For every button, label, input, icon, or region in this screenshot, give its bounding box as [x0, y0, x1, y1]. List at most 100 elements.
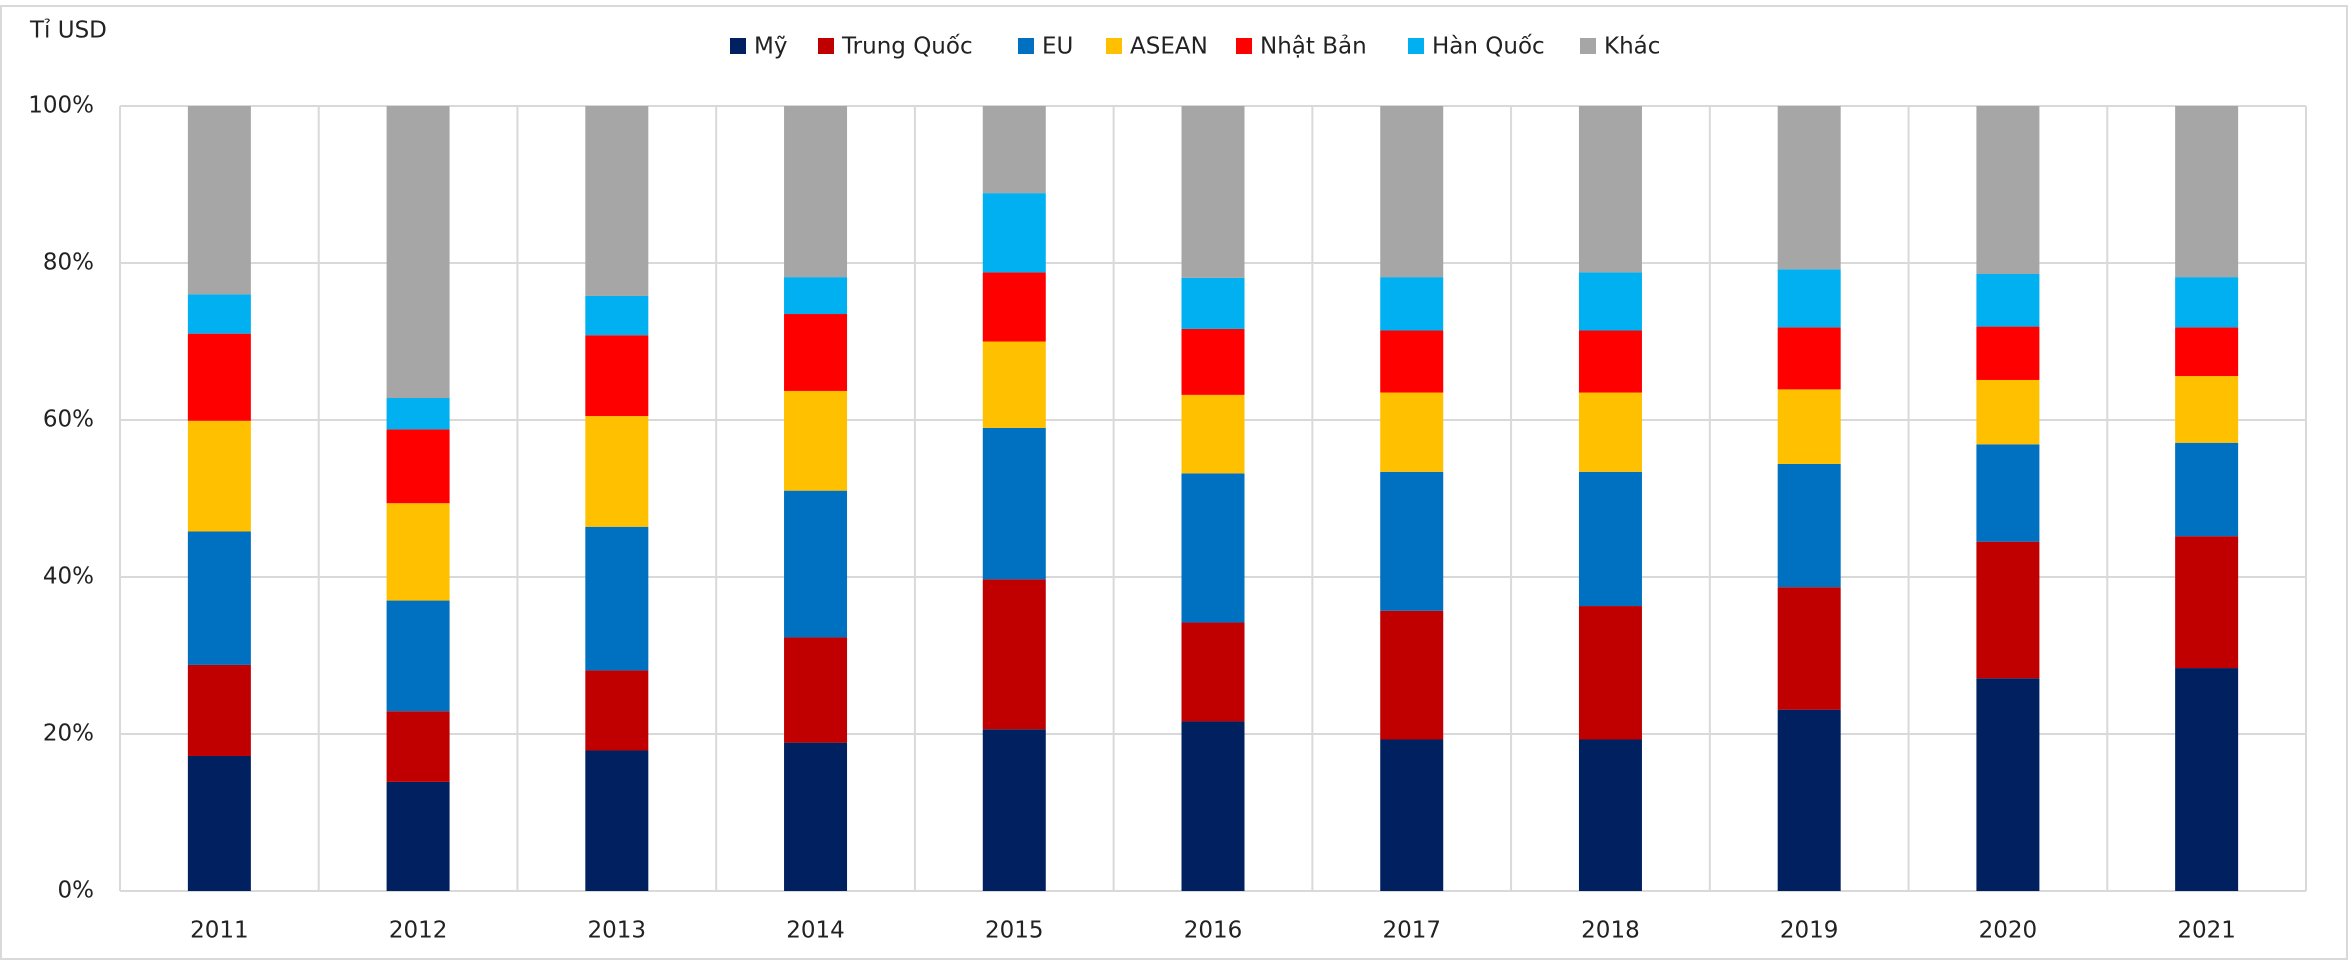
bar-segment [187, 333, 251, 421]
bar-segment [1777, 327, 1841, 390]
bar-segment [1976, 106, 2040, 274]
x-tick-label: 2013 [588, 918, 647, 944]
bar-segment [1181, 328, 1245, 395]
y-tick-label: 0% [58, 878, 95, 904]
legend-label: Nhật Bản [1260, 34, 1367, 60]
bar-segment [1976, 444, 2040, 542]
bar-segment [1578, 739, 1642, 891]
x-tick-label: 2014 [786, 918, 845, 944]
bar-segment [187, 420, 251, 532]
bar-segment [1777, 709, 1841, 891]
x-tick-label: 2020 [1979, 918, 2038, 944]
bar-segment [1181, 277, 1245, 329]
bar-segment [1578, 272, 1642, 331]
legend-swatch [1236, 38, 1252, 54]
bar-segment [2175, 277, 2239, 328]
bar-segment [1578, 106, 1642, 273]
bar-segment [585, 526, 649, 671]
bar-segment [1777, 269, 1841, 328]
legend-label: Khác [1604, 34, 1660, 60]
bar-segment [982, 272, 1046, 342]
bar-segment [982, 193, 1046, 273]
bar-segment [2175, 106, 2239, 278]
bar-segment [1380, 610, 1444, 740]
x-tick-label: 2012 [389, 918, 448, 944]
legend-swatch [818, 38, 834, 54]
bar-segment [1380, 392, 1444, 472]
bar-segment [585, 416, 649, 527]
bar-segment [187, 294, 251, 334]
legend-swatch [1408, 38, 1424, 54]
bar-segment [1777, 106, 1841, 270]
bar-segment [386, 398, 450, 430]
legend-label: Hàn Quốc [1432, 34, 1545, 60]
bar-segment [1181, 106, 1245, 278]
bar-segment [187, 531, 251, 665]
bar-segment [585, 106, 649, 296]
bar-segment [784, 637, 848, 743]
bar-segment [1777, 463, 1841, 588]
bar-segment [187, 755, 251, 891]
bar-segment [784, 390, 848, 491]
bar-segment [982, 106, 1046, 194]
bar-segment [386, 106, 450, 399]
legend-label: Trung Quốc [841, 34, 973, 60]
bar-segment [1181, 622, 1245, 722]
chart-border [0, 5, 2348, 960]
bar-segment [1181, 394, 1245, 474]
legend-swatch [1580, 38, 1596, 54]
bar-segment [982, 341, 1046, 428]
y-tick-label: 80% [43, 250, 94, 276]
x-tick-label: 2017 [1382, 918, 1441, 944]
bar-segment [784, 490, 848, 638]
legend-label: EU [1042, 34, 1073, 60]
bar-segment [1181, 721, 1245, 891]
bar-segment [585, 335, 649, 417]
y-tick-label: 60% [43, 407, 94, 433]
y-tick-label: 40% [43, 564, 94, 590]
x-tick-label: 2016 [1184, 918, 1243, 944]
y-axis-label: Tỉ USD [29, 18, 107, 44]
legend-swatch [1018, 38, 1034, 54]
bar-segment [1578, 606, 1642, 740]
bar-segment [982, 427, 1046, 580]
bar-segment [1578, 330, 1642, 393]
legend-swatch [730, 38, 746, 54]
bar-segment [982, 579, 1046, 730]
bar-segment [1578, 471, 1642, 607]
bar-segment [1777, 389, 1841, 464]
bar-segment [585, 670, 649, 751]
bar-segment [784, 106, 848, 278]
legend-swatch [1106, 38, 1122, 54]
bar-segment [1976, 273, 2040, 327]
x-tick-label: 2019 [1780, 918, 1839, 944]
bar-segment [585, 750, 649, 891]
bar-segment [187, 664, 251, 756]
bar-segment [784, 277, 848, 315]
bar-segment [1181, 473, 1245, 623]
bar-segment [1380, 106, 1444, 278]
bar-segment [386, 600, 450, 712]
bar-segment [386, 711, 450, 782]
bar-segment [1578, 392, 1642, 472]
bar-segment [187, 106, 251, 295]
legend-label: ASEAN [1130, 34, 1208, 60]
x-tick-label: 2018 [1581, 918, 1640, 944]
bar-segment [2175, 442, 2239, 537]
bar-segment [2175, 536, 2239, 669]
bar-segment [1380, 330, 1444, 393]
bar-segment [1976, 678, 2040, 891]
x-tick-label: 2011 [190, 918, 249, 944]
bar-segment [1380, 277, 1444, 331]
bar-segment [1380, 739, 1444, 891]
x-tick-label: 2021 [2177, 918, 2236, 944]
legend-label: Mỹ [754, 34, 787, 60]
bar-segment [784, 742, 848, 891]
bar-segment [2175, 376, 2239, 443]
bar-segment [386, 429, 450, 504]
bar-segment [2175, 327, 2239, 377]
x-tick-label: 2015 [985, 918, 1044, 944]
bar-segment [386, 781, 450, 891]
bar-segment [2175, 668, 2239, 891]
